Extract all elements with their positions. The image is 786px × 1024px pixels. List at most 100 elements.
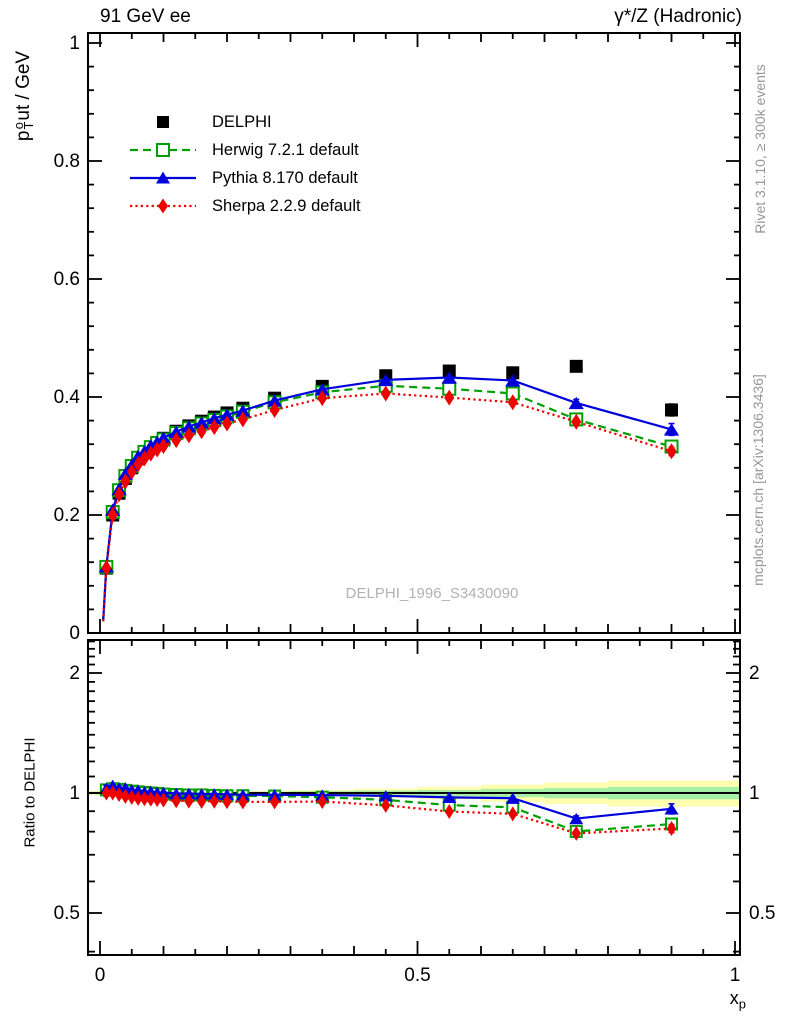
data-point-triangle — [168, 425, 184, 438]
data-point-triangle — [505, 374, 521, 387]
data-point-diamond — [113, 486, 125, 503]
legend-item-herwig: Herwig 7.2.1 default — [128, 136, 361, 164]
ratio-y-tick-label: 0.5 — [54, 903, 80, 924]
data-point-diamond — [183, 427, 194, 444]
series-line — [102, 392, 672, 622]
legend-marker-square-filled — [157, 116, 169, 128]
pythia-marker-sample — [128, 170, 198, 186]
data-point-diamond — [238, 794, 248, 810]
data-point-diamond — [317, 793, 327, 809]
legend-marker-square-open — [156, 143, 170, 157]
data-point-diamond — [196, 793, 207, 809]
data-point-diamond — [237, 411, 248, 428]
sherpa-marker-sample — [128, 198, 198, 214]
legend: DELPHI Herwig 7.2.1 default Pythia 8.170… — [128, 108, 361, 220]
data-point-diamond — [120, 788, 131, 804]
data-point-diamond — [152, 792, 162, 808]
data-point-triangle — [314, 383, 330, 396]
data-point-triangle — [663, 423, 680, 436]
data-point-diamond — [571, 825, 581, 841]
data-point-diamond — [269, 401, 280, 418]
legend-item-pythia: Pythia 8.170 default — [128, 164, 361, 192]
data-point-square — [569, 359, 583, 373]
data-point-diamond — [158, 437, 169, 454]
main-y-tick-label: 0.2 — [54, 505, 80, 526]
data-point-triangle — [193, 416, 210, 429]
legend-marker-diamond-filled — [158, 198, 168, 214]
data-point-triangle — [235, 404, 251, 417]
herwig-marker-sample — [128, 142, 198, 158]
ratio-panel-frame — [87, 639, 741, 956]
ylabel-base: p — [13, 130, 34, 142]
data-point-diamond — [317, 390, 328, 407]
legend-label-herwig: Herwig 7.2.1 default — [212, 140, 359, 159]
data-point-diamond — [184, 793, 194, 809]
data-point-triangle — [266, 394, 283, 407]
legend-sample-svg — [130, 143, 196, 157]
data-point-diamond — [381, 797, 391, 813]
plot-title-right: γ*/Z (Hadronic) — [614, 6, 742, 27]
main-y-tick-label: 0.8 — [54, 151, 80, 172]
legend-sample-svg — [130, 171, 196, 184]
main-panel-series — [98, 359, 680, 622]
data-point-diamond — [444, 389, 455, 406]
axis-ticks — [88, 33, 740, 955]
legend-label-sherpa: Sherpa 2.2.9 default — [212, 196, 361, 215]
data-point-diamond — [666, 443, 677, 460]
data-point-triangle — [219, 408, 235, 421]
mcplots-arxiv-note: mcplots.cern.ch [arXiv:1306.3436] — [750, 374, 766, 586]
main-y-tick-label: 1 — [69, 33, 80, 54]
data-point-diamond — [444, 804, 454, 820]
legend-sample-svg — [157, 116, 169, 128]
x-tick-label: 0.5 — [404, 965, 430, 986]
main-y-tick-label: 0.4 — [54, 387, 81, 408]
data-point-diamond — [127, 789, 137, 805]
legend-item-delphi: DELPHI — [128, 108, 361, 136]
x-axis-label: xp — [730, 988, 746, 1012]
plot-title-left: 91 GeV ee — [100, 6, 191, 27]
data-point-triangle — [181, 787, 196, 800]
data-point-diamond — [171, 432, 182, 449]
data-point-diamond — [146, 791, 156, 807]
data-point-diamond — [120, 473, 131, 490]
series-sherpa — [101, 385, 677, 622]
ratio-y-tick-label: 2 — [69, 663, 80, 684]
data-point-diamond — [666, 820, 677, 836]
data-point-diamond — [101, 560, 112, 577]
data-point-diamond — [101, 785, 112, 801]
data-point-diamond — [108, 785, 118, 801]
data-point-diamond — [126, 463, 137, 480]
ratio-panel-series — [99, 779, 679, 841]
series-pythia — [98, 371, 680, 622]
data-point-diamond — [133, 790, 143, 806]
main-y-tick-label: 0.6 — [54, 269, 80, 290]
data-point-diamond — [139, 791, 150, 807]
legend-item-sherpa: Sherpa 2.2.9 default — [128, 192, 361, 220]
data-point-triangle — [155, 431, 172, 444]
data-point-diamond — [196, 423, 207, 440]
data-point-square — [665, 403, 678, 417]
data-point-diamond — [114, 786, 124, 802]
data-point-triangle — [664, 803, 679, 815]
data-point-triangle — [181, 420, 197, 433]
tick-labels: 0 0.2 0.4 0.6 0.8 1 0.5 0.5 1 1 2 2 0 0.5 1 — [54, 33, 776, 986]
delphi-marker-sample — [128, 114, 198, 130]
ylabel-rest: ut / GeV — [13, 50, 34, 121]
ratio-y-tick-label-right: 2 — [749, 663, 760, 684]
data-point-triangle — [441, 371, 457, 384]
xlabel-sub: p — [738, 996, 746, 1012]
data-point-triangle — [378, 790, 393, 802]
legend-sample-svg — [130, 198, 196, 214]
data-point-diamond — [222, 794, 232, 810]
ratio-y-axis-label: Ratio to DELPHI — [21, 737, 39, 848]
data-point-triangle — [442, 791, 457, 804]
main-panel-frame — [87, 32, 741, 634]
ylabel-sub: T — [21, 121, 36, 130]
data-point-diamond — [171, 793, 181, 809]
xlabel-base: x — [729, 988, 739, 1008]
legend-label-delphi: DELPHI — [212, 112, 272, 131]
data-point-triangle — [505, 792, 520, 804]
